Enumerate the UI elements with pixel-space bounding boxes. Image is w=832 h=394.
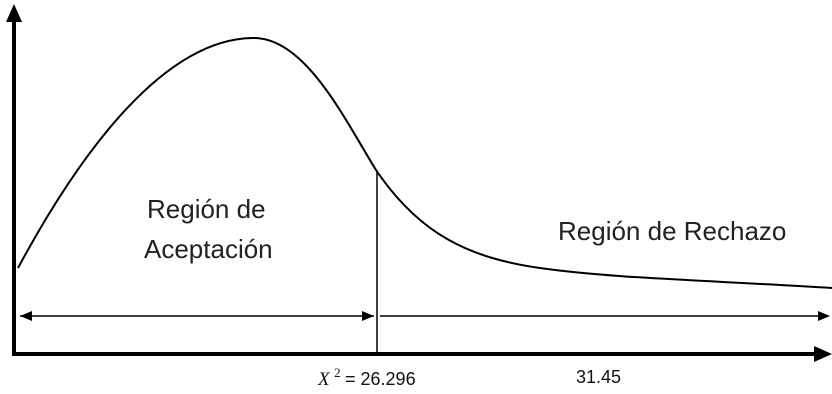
acceptance-label-line1: Región de bbox=[147, 194, 266, 224]
y-axis-arrowhead bbox=[6, 4, 22, 22]
acceptance-label-line2: Aceptación bbox=[144, 234, 273, 264]
critical-value-label: X 2 = 26.296 bbox=[317, 364, 416, 390]
acceptance-arrow-left-head bbox=[20, 311, 32, 321]
x-axis-arrowhead bbox=[814, 346, 832, 362]
chi-superscript: 2 bbox=[334, 365, 341, 380]
observed-value-label: 31.45 bbox=[576, 367, 621, 387]
distribution-curve bbox=[17, 36, 832, 289]
critical-value-number: = 26.296 bbox=[345, 369, 416, 389]
acceptance-region-label: Región de Aceptación bbox=[144, 194, 273, 264]
chi-symbol: X bbox=[317, 369, 331, 390]
rejection-region-label: Región de Rechazo bbox=[558, 216, 786, 246]
rejection-arrow-right-head bbox=[818, 311, 830, 321]
acceptance-arrow-right-head bbox=[362, 311, 374, 321]
